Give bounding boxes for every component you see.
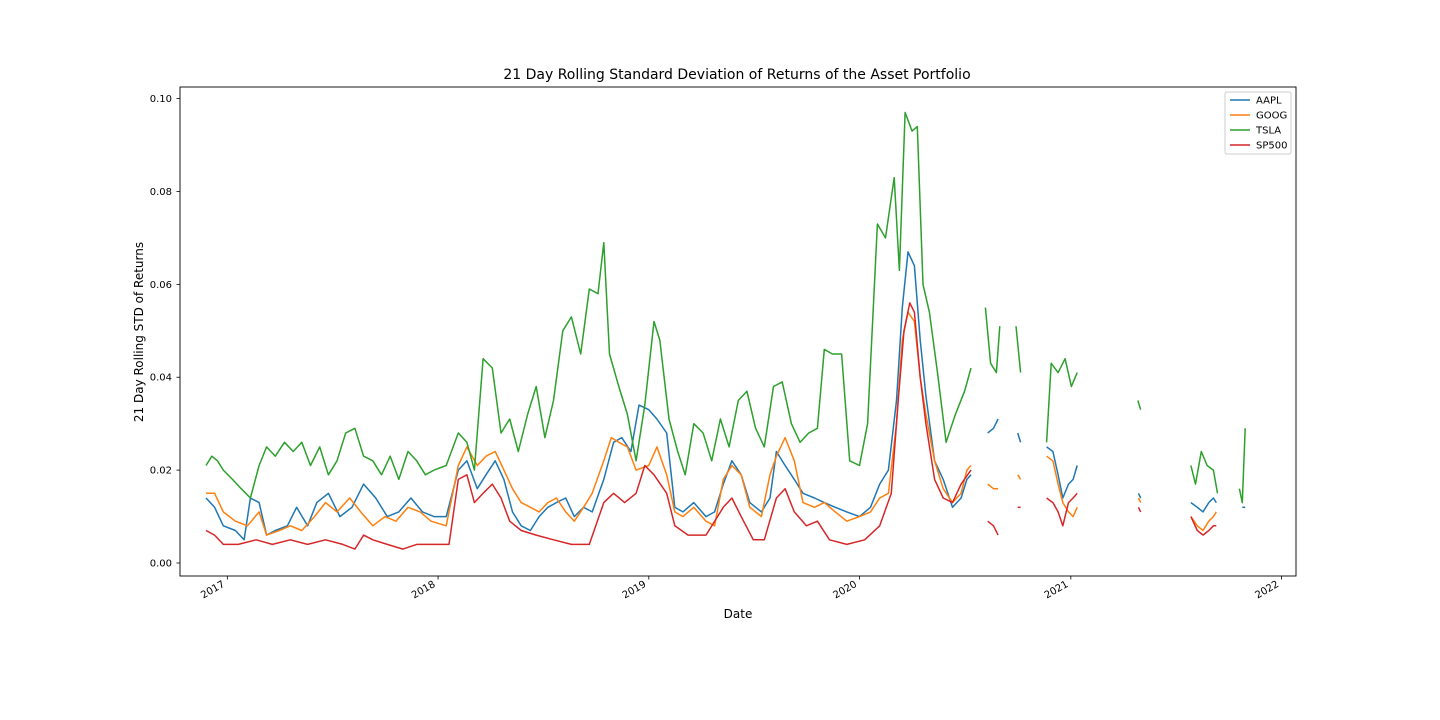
y-axis: 0.00 0.02 0.04 0.06 0.08 0.10 bbox=[150, 94, 180, 569]
series-line-aapl bbox=[987, 418, 999, 434]
series-sp500 bbox=[205, 302, 1217, 550]
series-line-goog bbox=[987, 483, 999, 490]
series-line-goog bbox=[206, 311, 972, 536]
series-line-sp500 bbox=[205, 302, 972, 550]
series-line-sp500 bbox=[1190, 516, 1217, 536]
series-aapl bbox=[205, 251, 1246, 541]
x-tick-label: 2022 bbox=[1254, 579, 1282, 601]
series-line-tsla bbox=[1190, 450, 1219, 494]
series-line-goog bbox=[1017, 474, 1022, 480]
series-goog bbox=[206, 311, 1217, 536]
y-tick-label: 0.06 bbox=[150, 280, 172, 291]
series-line-goog bbox=[1046, 455, 1078, 518]
series-layer bbox=[205, 111, 1246, 550]
series-line-sp500 bbox=[1046, 492, 1078, 527]
legend-label: SP500 bbox=[1256, 141, 1287, 152]
x-tick-label: 2021 bbox=[1043, 579, 1071, 601]
series-line-tsla bbox=[1045, 357, 1078, 443]
series-line-tsla bbox=[984, 307, 1001, 374]
legend-label: TSLA bbox=[1255, 126, 1281, 137]
series-line-sp500 bbox=[1137, 506, 1142, 513]
y-tick-label: 0.04 bbox=[150, 373, 172, 384]
y-tick-label: 0.02 bbox=[150, 466, 172, 477]
series-line-aapl bbox=[1046, 446, 1078, 499]
legend-label: GOOG bbox=[1256, 111, 1287, 122]
legend: AAPL GOOG TSLA SP500 bbox=[1224, 91, 1292, 155]
x-tick-label: 2018 bbox=[410, 579, 438, 601]
series-line-aapl bbox=[1016, 432, 1022, 443]
series-line-tsla bbox=[1238, 428, 1246, 504]
series-line-aapl bbox=[1137, 492, 1142, 499]
series-line-sp500 bbox=[987, 520, 999, 536]
x-tick-label: 2020 bbox=[831, 579, 859, 601]
series-line-aapl bbox=[1190, 497, 1217, 513]
legend-frame bbox=[1224, 91, 1292, 155]
series-line-tsla bbox=[205, 111, 972, 499]
series-line-tsla bbox=[1015, 326, 1022, 373]
series-line-goog bbox=[1137, 497, 1142, 503]
series-line-tsla bbox=[1137, 400, 1142, 410]
x-tick-label: 2019 bbox=[621, 579, 649, 601]
y-tick-label: 0.10 bbox=[150, 94, 172, 105]
plot-area bbox=[179, 86, 1297, 577]
y-tick-label: 0.00 bbox=[150, 558, 172, 569]
y-axis-label: 21 Day Rolling STD of Returns bbox=[132, 242, 146, 422]
chart-title: 21 Day Rolling Standard Deviation of Ret… bbox=[503, 67, 970, 83]
x-axis-label: Date bbox=[724, 607, 753, 621]
x-tick-label: 2017 bbox=[199, 579, 227, 601]
x-axis: 2017 2018 2019 2020 2021 2022 bbox=[199, 576, 1282, 601]
series-line-goog bbox=[1190, 511, 1217, 532]
series-tsla bbox=[205, 111, 1246, 504]
legend-label: AAPL bbox=[1256, 96, 1282, 107]
series-line-aapl bbox=[205, 251, 972, 541]
y-tick-label: 0.08 bbox=[150, 187, 172, 198]
